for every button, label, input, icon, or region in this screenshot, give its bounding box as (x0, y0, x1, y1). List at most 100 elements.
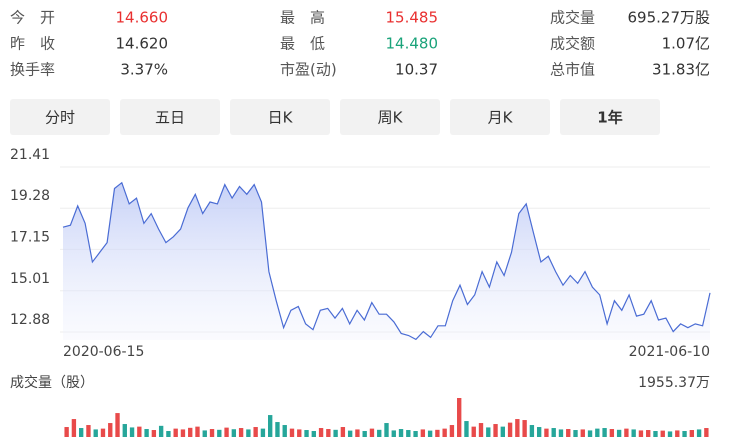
volume-bar (478, 423, 484, 437)
stat-label: 换手率 (10, 61, 55, 79)
volume-bar (391, 430, 396, 437)
volume-bar (507, 422, 513, 437)
volume-title: 成交量（股） (10, 374, 94, 391)
volume-bar (246, 429, 251, 437)
volume-bar (209, 429, 215, 437)
y-tick-label: 17.15 (10, 229, 50, 245)
tab[interactable] (10, 99, 110, 135)
stat-value: 14.660 (116, 9, 169, 27)
y-tick-label: 21.41 (10, 147, 50, 163)
stat-label: 最 高 (280, 9, 325, 27)
stat-label: 最 低 (280, 35, 325, 53)
volume-bar (638, 430, 644, 437)
volume-bar (195, 426, 200, 437)
volume-bar (616, 429, 622, 437)
volume-bar (282, 425, 287, 437)
volume-bar (580, 429, 585, 437)
volume-bar (493, 424, 498, 437)
stat-label: 成交额 (550, 35, 595, 53)
volume-bar (515, 419, 520, 437)
volume-bar (238, 428, 244, 437)
volume-bar (202, 430, 207, 437)
volume-bar (129, 427, 135, 437)
volume-bar (646, 430, 651, 437)
y-tick-label: 1955.37万 (638, 375, 710, 391)
volume-bar (188, 427, 193, 437)
volume-bar (180, 429, 186, 437)
volume-bar (522, 420, 527, 437)
volume-bar (471, 426, 476, 437)
volume-bar (71, 419, 77, 437)
volume-bar (573, 430, 578, 437)
volume-bar (667, 431, 673, 437)
tab[interactable] (120, 99, 220, 135)
tab-label[interactable]: 月K (488, 109, 514, 127)
tab-label[interactable]: 周K (378, 109, 404, 127)
volume-bar (551, 428, 556, 437)
volume-bar (158, 425, 164, 437)
y-tick-label: 19.28 (10, 188, 50, 204)
tab[interactable] (560, 99, 660, 135)
tab-label[interactable]: 日K (268, 109, 294, 127)
volume-bar (442, 428, 447, 437)
volume-bar (558, 429, 564, 437)
volume-bar (86, 425, 91, 437)
tab-label[interactable]: 五日 (155, 109, 185, 127)
volume-bar (166, 431, 171, 437)
stat-value: 31.83亿 (652, 61, 710, 79)
tab-label[interactable]: 1年 (597, 109, 622, 127)
tab[interactable] (230, 99, 330, 135)
volume-bar (224, 427, 229, 437)
volume-bar (653, 431, 658, 437)
volume-bar (333, 429, 338, 437)
volume-bar (631, 429, 636, 437)
stat-label: 昨 收 (10, 35, 55, 53)
volume-bar (486, 427, 491, 437)
volume-bar (108, 423, 113, 437)
volume-bar (289, 428, 295, 437)
volume-bar (260, 428, 266, 437)
volume-bar (413, 431, 418, 437)
y-tick-label: 12.88 (10, 312, 50, 328)
volume-bar (704, 428, 709, 437)
volume-bar (297, 429, 302, 437)
x-tick-label: 2021-06-10 (629, 344, 710, 360)
stat-value: 14.480 (386, 35, 439, 53)
volume-bar (93, 429, 98, 437)
volume-bar (326, 429, 331, 437)
volume-bar (64, 427, 69, 437)
tab[interactable] (450, 99, 550, 135)
volume-bar (660, 430, 665, 437)
volume-bar (217, 429, 222, 437)
stat-value: 1.07亿 (662, 35, 710, 53)
volume-bar (122, 424, 127, 437)
tab[interactable] (340, 99, 440, 135)
volume-bar (500, 426, 505, 437)
volume-bar (318, 428, 324, 437)
volume-bar (377, 429, 382, 437)
volume-bar (173, 428, 178, 437)
volume-bar (682, 431, 687, 437)
volume-bar (689, 430, 695, 437)
stat-value: 14.620 (116, 35, 169, 53)
volume-bar (435, 429, 440, 437)
stat-label: 成交量 (550, 9, 595, 27)
volume-bar (427, 430, 433, 437)
volume-bar (115, 413, 120, 437)
volume-bar (398, 429, 404, 437)
stat-value: 10.37 (395, 61, 438, 79)
volume-bar (420, 429, 426, 437)
volume-bar (268, 415, 273, 437)
volume-bar (304, 430, 309, 437)
volume-bar (536, 427, 542, 437)
volume-bar (340, 427, 346, 437)
tab-label[interactable]: 分时 (45, 109, 75, 127)
volume-bar (151, 430, 157, 437)
volume-bar (529, 425, 535, 437)
volume-bar (457, 398, 462, 437)
volume-bar (449, 425, 455, 437)
stat-value: 3.37% (120, 61, 168, 79)
price-area (63, 182, 710, 340)
volume-bar (696, 429, 702, 437)
